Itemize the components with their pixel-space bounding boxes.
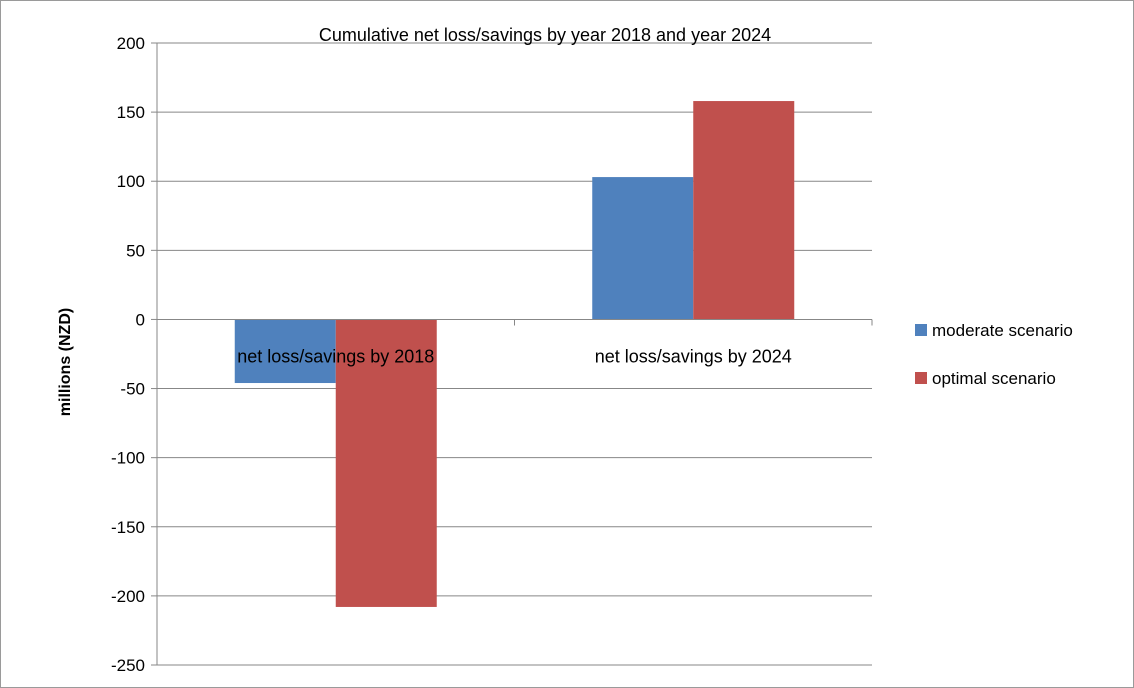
bar (592, 177, 694, 320)
y-tick-label: -250 (111, 656, 145, 675)
y-tick-label: 200 (117, 34, 145, 53)
bar (234, 319, 336, 384)
category-label: net loss/savings by 2018 (237, 346, 434, 366)
y-tick-labels: 200 150 100 50 0 -50 -100 -150 -200 -250 (111, 34, 145, 675)
chart-title: Cumulative net loss/savings by year 2018… (319, 25, 771, 45)
legend-swatch (915, 324, 927, 336)
y-tick-label: 100 (117, 172, 145, 191)
legend: moderate scenario optimal scenario (915, 321, 1073, 388)
y-tick-label: -150 (111, 518, 145, 537)
y-axis-title: millions (NZD) (57, 308, 74, 416)
y-tick-label: 50 (126, 241, 145, 260)
bar (693, 101, 795, 320)
y-tick-label: 150 (117, 103, 145, 122)
axes (151, 42, 873, 666)
y-tick-label: -50 (120, 380, 145, 399)
gridlines (157, 42, 872, 666)
y-tick-label: 0 (136, 310, 145, 329)
category-labels: net loss/savings by 2018 net loss/savings… (237, 346, 792, 366)
y-tick-label: -200 (111, 587, 145, 606)
y-tick-label: -100 (111, 449, 145, 468)
bars (234, 101, 795, 607)
category-label: net loss/savings by 2024 (595, 346, 792, 366)
bar (335, 319, 437, 607)
legend-label: moderate scenario (932, 321, 1073, 340)
legend-label: optimal scenario (932, 369, 1056, 388)
legend-swatch (915, 372, 927, 384)
